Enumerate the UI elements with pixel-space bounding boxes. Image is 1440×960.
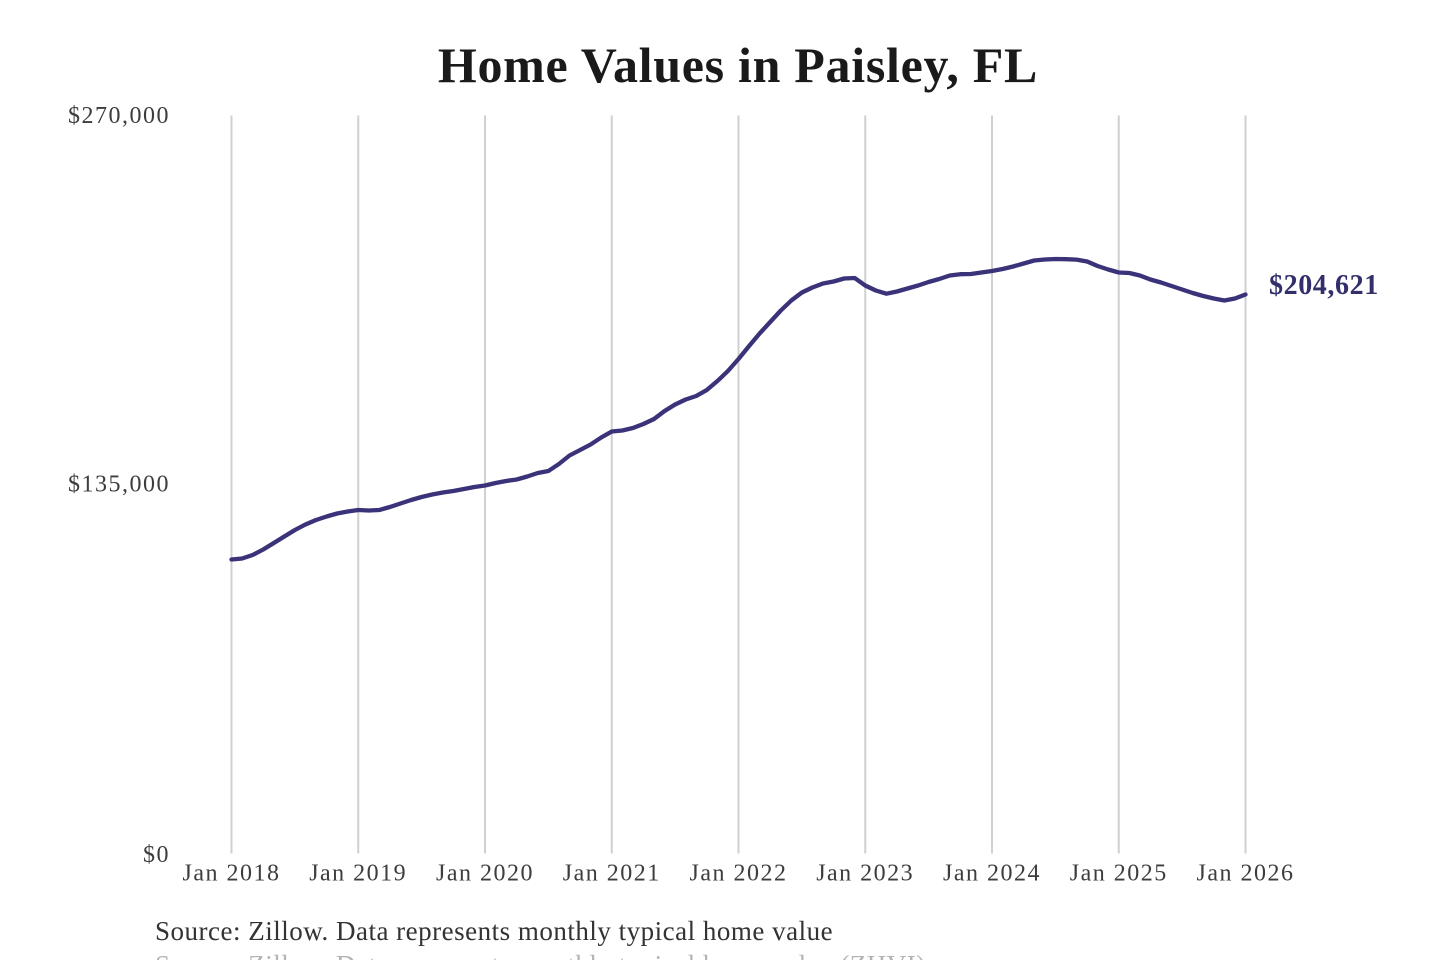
- svg-text:$270,000: $270,000: [68, 103, 170, 129]
- svg-text:$204,621: $204,621: [1269, 270, 1379, 301]
- svg-text:Jan 2025: Jan 2025: [1070, 861, 1168, 887]
- svg-text:Home Values in Paisley, FL: Home Values in Paisley, FL: [438, 37, 1038, 93]
- svg-text:Source: Zillow. Data represent: Source: Zillow. Data represents monthly …: [155, 916, 833, 946]
- svg-text:Jan 2019: Jan 2019: [309, 861, 407, 887]
- svg-text:Jan 2026: Jan 2026: [1197, 861, 1295, 887]
- svg-text:$0: $0: [143, 842, 170, 868]
- svg-text:Jan 2021: Jan 2021: [563, 861, 661, 887]
- svg-text:Jan 2022: Jan 2022: [690, 861, 788, 887]
- svg-text:Source: Zillow. Data represent: Source: Zillow. Data represents monthly …: [155, 950, 926, 960]
- svg-text:$135,000: $135,000: [68, 472, 170, 498]
- svg-text:Jan 2018: Jan 2018: [183, 861, 281, 887]
- svg-text:Jan 2023: Jan 2023: [816, 861, 914, 887]
- svg-text:Jan 2024: Jan 2024: [943, 861, 1041, 887]
- svg-text:Jan 2020: Jan 2020: [436, 861, 534, 887]
